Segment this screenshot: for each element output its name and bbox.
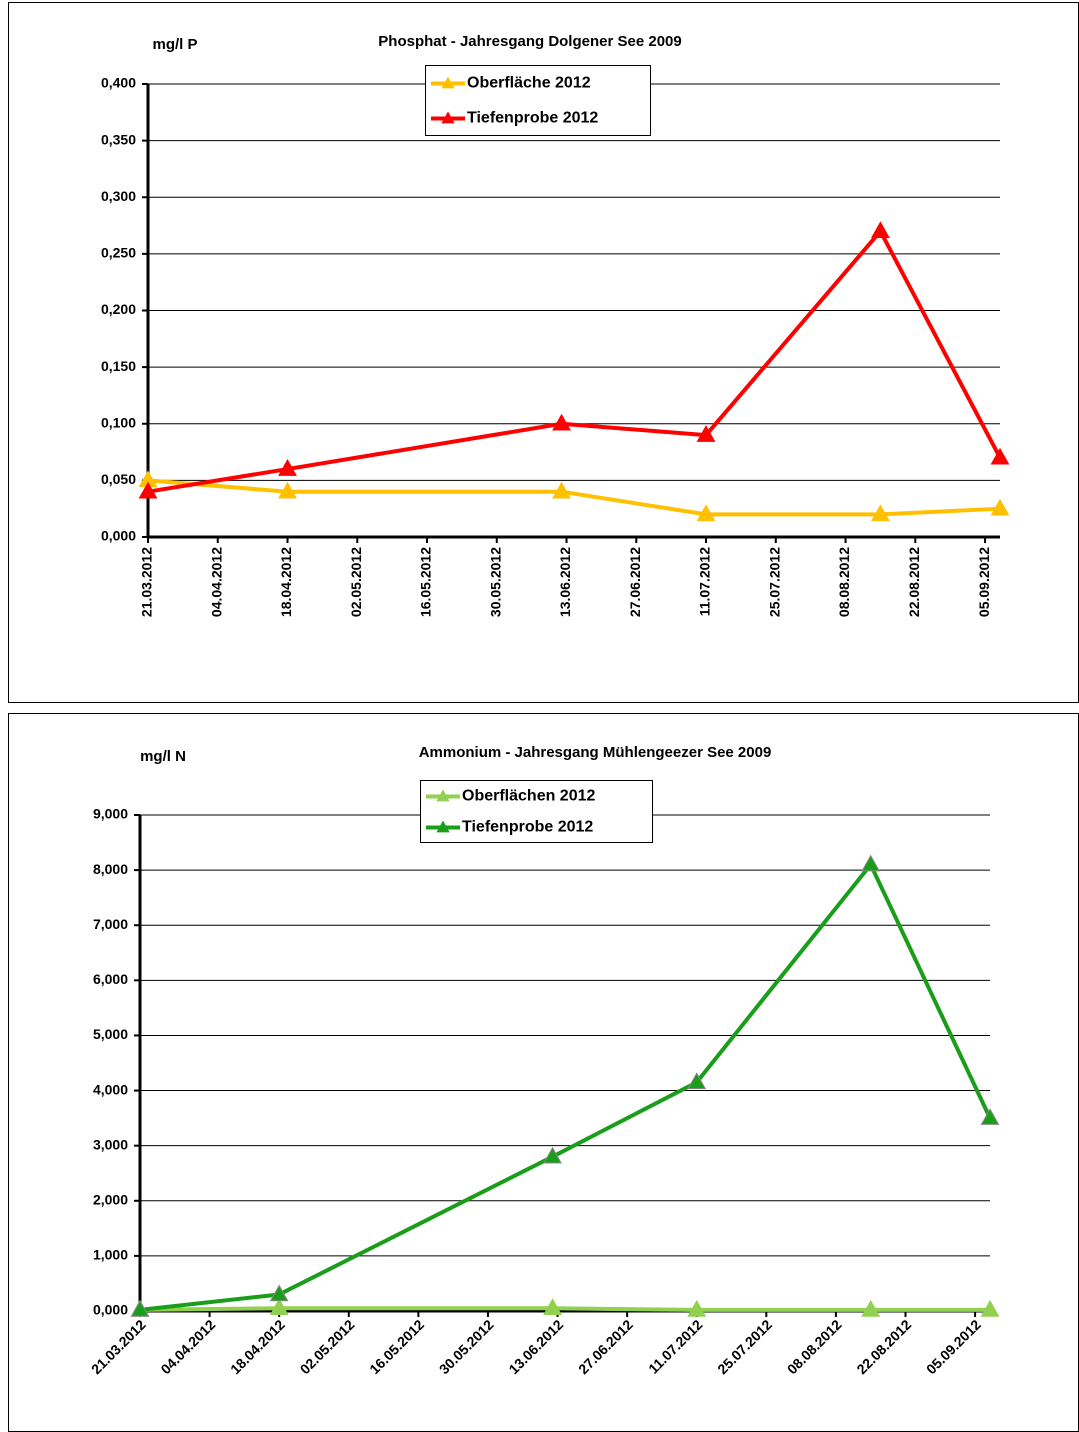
x-tick-label: 11.07.2012: [645, 1316, 705, 1376]
x-tick-label: 11.07.2012: [697, 547, 713, 617]
series-marker: [269, 1284, 289, 1302]
series-marker: [130, 1299, 150, 1317]
y-axis-label: mg/l P: [152, 36, 197, 53]
x-tick-label: 02.05.2012: [348, 547, 364, 617]
legend-marker: [436, 789, 450, 802]
y-tick-label: 0,200: [101, 301, 136, 317]
x-tick-label: 25.07.2012: [714, 1316, 775, 1377]
x-tick-label: 02.05.2012: [297, 1316, 358, 1377]
series-marker: [278, 459, 297, 476]
series-line: [147, 229, 1002, 494]
chart-panel: Phosphat - Jahresgang Dolgener See 2009 m…: [8, 2, 1079, 703]
y-tick-label: 0,250: [101, 245, 136, 261]
series-marker: [278, 481, 297, 499]
legend-box: [425, 65, 651, 136]
x-tick-label: 18.04.2012: [227, 1316, 288, 1377]
x-tick-label: 25.07.2012: [766, 547, 782, 617]
series-line: [139, 1306, 990, 1312]
series-marker: [696, 425, 716, 442]
chart-title: Ammonium - Jahresgang Mühlengeezer See 2…: [419, 744, 772, 761]
legend-label: Oberfläche 2012: [467, 75, 591, 92]
legend-box: [420, 780, 653, 843]
series-marker: [543, 1146, 562, 1164]
legend-label: Tiefenprobe 2012: [467, 110, 598, 127]
series-marker: [552, 413, 571, 431]
y-tick-label: 0,400: [101, 75, 136, 91]
y-tick-label: 0,350: [101, 131, 136, 147]
x-tick-label: 30.05.2012: [436, 1316, 497, 1377]
x-tick-label: 30.05.2012: [487, 547, 503, 617]
x-tick-label: 22.08.2012: [853, 1316, 914, 1377]
y-tick-label: 9,000: [93, 806, 128, 822]
x-tick-label: 05.09.2012: [976, 547, 992, 617]
x-tick-label: 21.03.2012: [88, 1316, 149, 1377]
series-marker: [687, 1299, 707, 1317]
y-tick-label: 6,000: [93, 971, 128, 987]
legend-marker: [436, 820, 450, 833]
series-line: [139, 862, 992, 1312]
series-marker: [138, 481, 158, 499]
series-marker: [980, 1299, 1000, 1317]
series-marker: [871, 504, 890, 522]
series-marker: [990, 498, 1010, 516]
y-tick-label: 0,300: [101, 188, 136, 204]
series-marker: [871, 221, 890, 239]
x-tick-label: 27.06.2012: [627, 547, 643, 617]
x-tick-label: 27.06.2012: [575, 1316, 636, 1377]
x-tick-label: 05.09.2012: [923, 1316, 984, 1377]
x-tick-label: 04.04.2012: [157, 1316, 218, 1377]
y-tick-label: 0,000: [93, 1302, 128, 1318]
series-marker: [861, 854, 881, 872]
chart-title: Phosphat - Jahresgang Dolgener See 2009: [378, 33, 681, 50]
legend-label: Oberflächen 2012: [462, 788, 596, 805]
x-tick-label: 08.08.2012: [784, 1316, 845, 1377]
x-tick-label: 08.08.2012: [836, 547, 852, 617]
y-tick-label: 2,000: [93, 1191, 128, 1207]
y-tick-label: 3,000: [93, 1136, 128, 1152]
y-tick-label: 0,150: [101, 358, 136, 374]
series-marker: [543, 1298, 562, 1316]
series-line: [147, 478, 1001, 517]
y-tick-label: 0,100: [101, 414, 136, 430]
series-marker: [980, 1108, 1000, 1125]
x-tick-label: 13.06.2012: [557, 547, 573, 617]
y-tick-label: 7,000: [93, 916, 128, 932]
series-marker: [687, 1072, 707, 1090]
series-marker: [990, 447, 1010, 465]
legend-label: Tiefenprobe 2012: [462, 819, 593, 836]
series-marker: [861, 1299, 881, 1317]
y-tick-label: 8,000: [93, 861, 128, 877]
x-tick-label: 16.05.2012: [366, 1316, 427, 1377]
y-tick-label: 5,000: [93, 1026, 128, 1042]
x-tick-label: 22.08.2012: [906, 547, 922, 617]
y-axis-label: mg/l N: [140, 748, 186, 765]
legend-marker: [441, 76, 455, 89]
y-tick-label: 0,000: [101, 528, 136, 544]
y-tick-label: 1,000: [93, 1247, 128, 1263]
y-tick-label: 4,000: [93, 1081, 128, 1097]
chart-panel: Ammonium - Jahresgang Mühlengeezer See 2…: [8, 713, 1079, 1432]
x-tick-label: 18.04.2012: [278, 547, 294, 617]
x-tick-label: 16.05.2012: [418, 547, 434, 617]
x-tick-label: 21.03.2012: [139, 547, 155, 617]
y-tick-label: 0,050: [101, 471, 136, 487]
x-tick-label: 13.06.2012: [505, 1316, 566, 1377]
legend-marker: [441, 111, 455, 124]
series-marker: [696, 504, 716, 522]
x-tick-label: 04.04.2012: [208, 547, 224, 617]
series-marker: [269, 1298, 289, 1316]
series-marker: [552, 481, 571, 499]
